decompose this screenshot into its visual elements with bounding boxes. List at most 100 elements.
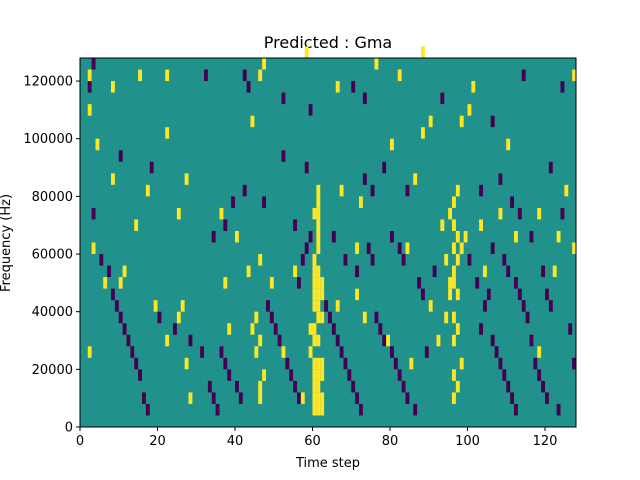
heatmap-cell-low <box>285 357 290 370</box>
heatmap-cell-low <box>560 207 565 220</box>
heatmap-cell-high <box>312 369 317 381</box>
heatmap-cell-high <box>452 392 456 404</box>
heatmap-cell-low <box>246 81 251 93</box>
heatmap-cell-low <box>541 265 546 278</box>
heatmap-cell-low <box>219 346 224 358</box>
heatmap-cell-low <box>390 230 394 243</box>
heatmap-cell-high <box>176 311 181 324</box>
heatmap-cell-high <box>452 369 456 381</box>
x-tick-label: 120 <box>533 434 558 449</box>
heatmap-cell-low <box>502 369 507 381</box>
heatmap-cell-low <box>525 311 530 324</box>
heatmap-cell-low <box>467 254 472 266</box>
heatmap-cell-high <box>556 230 561 243</box>
heatmap-cell-high <box>235 230 239 243</box>
heatmap-cell-low <box>413 403 418 416</box>
heatmap-cell-high <box>316 357 321 370</box>
heatmap-cell-high <box>428 115 433 128</box>
heatmap-cell-low <box>134 357 139 370</box>
heatmap-cell-high <box>455 184 460 197</box>
heatmap-cell-high <box>262 369 267 381</box>
heatmap-cell-low <box>529 334 534 347</box>
heatmap-cell-low <box>510 196 515 208</box>
heatmap-cell-low <box>118 311 123 324</box>
heatmap-cell-low <box>91 58 96 70</box>
heatmap-cell-low <box>479 184 484 197</box>
x-tick-label: 100 <box>455 434 480 449</box>
heatmap-cell-high <box>428 300 433 312</box>
heatmap-cell-low <box>537 369 542 381</box>
heatmap-cell-high <box>316 380 321 393</box>
heatmap-cell-high <box>390 138 394 151</box>
heatmap-cell-high <box>440 219 445 231</box>
heatmap-cell-high <box>250 323 255 335</box>
heatmap-cell-high <box>258 334 263 347</box>
heatmap-cell-high <box>316 265 321 278</box>
heatmap-cell-high <box>118 277 123 289</box>
heatmap-cell-high <box>316 207 321 220</box>
heatmap-cell-low <box>506 265 511 278</box>
heatmap-cell-high <box>258 69 263 82</box>
heatmap-cell-low <box>390 346 394 358</box>
heatmap-cell-low <box>479 323 484 335</box>
heatmap-cell-high <box>452 265 456 278</box>
heatmap-cell-low <box>517 288 522 301</box>
heatmap-cell-high <box>320 357 325 370</box>
heatmap-cell-low <box>281 150 286 162</box>
heatmap-cell-low <box>421 288 425 301</box>
y-tick-label: 60000 <box>32 248 73 263</box>
heatmap-cell-low <box>87 81 92 93</box>
heatmap-cell-high <box>87 69 92 82</box>
heatmap-cell-high <box>246 265 251 278</box>
heatmap-cell-low <box>397 242 402 255</box>
heatmap-cell-low <box>568 323 573 335</box>
heatmap-cell-low <box>242 184 247 197</box>
heatmap-cell-high <box>455 288 460 301</box>
y-tick-label: 0 <box>65 421 73 436</box>
heatmap-cell-high <box>176 207 181 220</box>
heatmap-cell-low <box>238 392 243 404</box>
heatmap-cell-low <box>138 369 143 381</box>
heatmap-cell-low <box>545 392 549 404</box>
plot-background <box>80 58 576 427</box>
heatmap-cell-high <box>444 311 449 324</box>
heatmap-cell-high <box>463 230 468 243</box>
heatmap-cell-low <box>211 230 216 243</box>
heatmap-cell-low <box>490 334 495 347</box>
heatmap-cell-low <box>502 254 507 266</box>
heatmap-cell-low <box>211 392 216 404</box>
heatmap-cell-high <box>312 403 317 416</box>
heatmap-cell-high <box>483 265 487 278</box>
heatmap-cell-high <box>564 184 569 197</box>
heatmap-cell-high <box>312 265 317 278</box>
heatmap-cell-low <box>118 150 123 162</box>
heatmap-cell-low <box>405 184 410 197</box>
heatmap-cell-low <box>347 369 352 381</box>
heatmap-cell-high <box>316 219 321 231</box>
heatmap-cell-low <box>111 288 115 301</box>
heatmap-cell-low <box>393 357 398 370</box>
heatmap-cell-low <box>486 288 491 301</box>
heatmap-cell-low <box>297 277 301 289</box>
heatmap-cell-low <box>401 254 406 266</box>
heatmap-cell-high <box>300 392 305 404</box>
heatmap-cell-high <box>355 242 360 255</box>
heatmap-cell-low <box>335 334 340 347</box>
heatmap-cell-high <box>355 288 360 301</box>
heatmap-cell-low <box>424 346 429 358</box>
heatmap-cell-low <box>541 380 546 393</box>
heatmap-cell-high <box>479 219 484 231</box>
heatmap-cell-low <box>560 81 565 93</box>
heatmap-cell-low <box>293 380 298 393</box>
heatmap-cell-low <box>498 357 503 370</box>
heatmap-cell-high <box>320 311 325 324</box>
heatmap-cell-high <box>452 277 456 289</box>
heatmap-cell-high <box>111 173 115 185</box>
heatmap-cell-high <box>103 277 108 289</box>
heatmap-cell-low <box>200 346 205 358</box>
heatmap-cell-high <box>537 207 542 220</box>
heatmap-cell-high <box>316 369 321 381</box>
heatmap-cell-low <box>262 196 267 208</box>
heatmap-cell-low <box>483 300 487 312</box>
heatmap-cell-low <box>440 92 445 105</box>
